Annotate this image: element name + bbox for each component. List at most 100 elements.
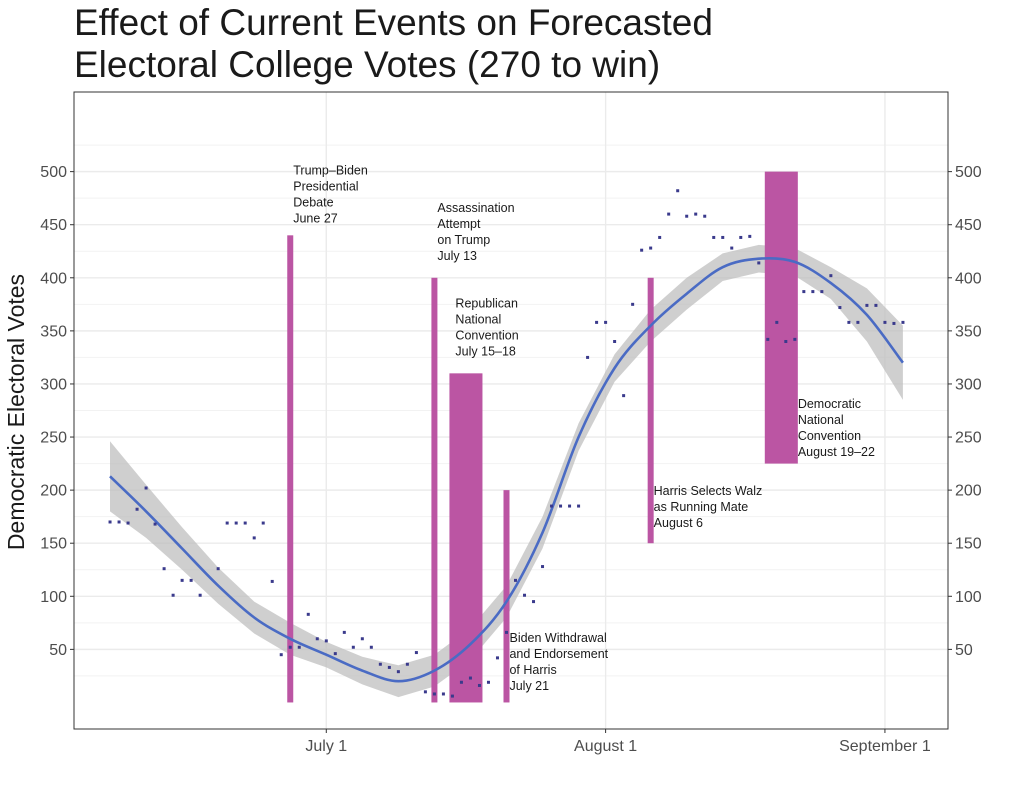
data-point [784,339,788,343]
event-bar-biden-withdrawal [503,490,510,703]
y-tick-label-left: 100 [40,589,67,606]
event-label-harris-selects-walz: Harris Selects Walz [654,484,763,498]
data-point [694,212,698,216]
data-point [162,567,166,571]
data-point [108,520,112,524]
event-label-republican-convention: July 15–18 [455,344,516,358]
data-point [523,593,527,597]
y-tick-label-right: 400 [955,270,982,287]
x-tick-label: September 1 [839,738,931,755]
data-point [468,676,472,680]
y-tick-label-right: 350 [955,323,982,340]
data-point [351,645,355,649]
data-point [712,235,716,239]
y-tick-label-left: 250 [40,430,67,447]
data-point [495,656,499,660]
data-point [775,320,779,324]
data-point [667,212,671,216]
data-point [198,593,202,597]
data-point [171,593,175,597]
data-point [568,504,572,508]
y-tick-label-left: 200 [40,483,67,500]
data-point [135,507,139,511]
y-tick-label-left: 400 [40,270,67,287]
data-point [378,662,382,666]
data-point [766,337,770,341]
data-point [180,578,184,582]
data-point [901,320,905,324]
y-tick-label-right: 150 [955,536,982,553]
data-point [604,320,608,324]
data-point [234,521,238,525]
data-point [441,692,445,696]
data-point [703,214,707,218]
event-label-harris-selects-walz: August 6 [654,516,703,530]
data-point [622,394,626,398]
y-tick-label-right: 100 [955,589,982,606]
event-label-trump-biden-debate: Debate [293,196,333,210]
y-tick-label-right: 200 [955,483,982,500]
event-label-republican-convention: Convention [455,328,518,342]
trend-layer [109,256,904,683]
event-bar-assassination-attempt [431,277,438,703]
axis-layer: 50 50 100 100 150 150 200 200 250 250 300 300 350 350… [40,164,982,755]
data-point [658,235,662,239]
data-point [153,522,157,526]
x-tick-label: August 1 [574,738,637,755]
y-axis-label: Democratic Electoral Votes [3,274,29,550]
event-label-republican-convention: National [455,312,501,326]
data-point [342,630,346,634]
data-point [270,579,274,583]
chart-title: Effect of Current Events on Forecasted E… [74,2,974,86]
event-label-assassination-attempt: Assassination [437,201,514,215]
x-tick-label: July 1 [305,738,347,755]
data-point [369,645,373,649]
event-bar-democratic-convention [764,171,798,464]
data-point [477,683,481,687]
data-point [144,486,148,490]
data-point [279,653,283,657]
data-point [387,665,391,669]
data-point [748,234,752,238]
data-point [117,520,121,524]
data-point [297,645,301,649]
event-label-assassination-attempt: July 13 [437,249,477,263]
annotation-layer: Trump–Biden Presidential Debate June 27 Assa… [293,164,875,693]
data-point [649,246,653,250]
y-tick-label-right: 250 [955,430,982,447]
data-point [838,306,842,310]
data-point [324,639,328,643]
point-layer [108,189,905,698]
chart-title-line-1: Effect of Current Events on Forecasted [74,2,713,43]
data-point [640,248,644,252]
data-point [892,321,896,325]
data-point [189,578,193,582]
y-tick-label-right: 50 [955,642,973,659]
data-point [595,320,599,324]
y-tick-label-left: 50 [49,642,67,659]
event-bar-harris-selects-walz [647,277,654,544]
data-point [811,290,815,294]
data-point [243,521,247,525]
data-point [802,290,806,294]
event-bar-republican-convention [449,373,483,703]
y-tick-label-left: 450 [40,217,67,234]
data-point [126,521,130,525]
event-label-republican-convention: Republican [455,296,518,310]
data-point [757,261,761,265]
y-tick-label-left: 350 [40,323,67,340]
data-point [225,521,229,525]
data-point [514,578,518,582]
data-point [459,680,463,684]
data-point [829,274,833,278]
data-point [405,662,409,666]
event-bar-trump-biden-debate [287,235,294,703]
event-label-democratic-convention: National [798,413,844,427]
data-point [874,303,878,307]
data-point [550,504,554,508]
data-point [216,567,220,571]
event-label-trump-biden-debate: Trump–Biden [293,164,368,178]
event-label-assassination-attempt: on Trump [437,233,490,247]
y-tick-label-left: 150 [40,536,67,553]
